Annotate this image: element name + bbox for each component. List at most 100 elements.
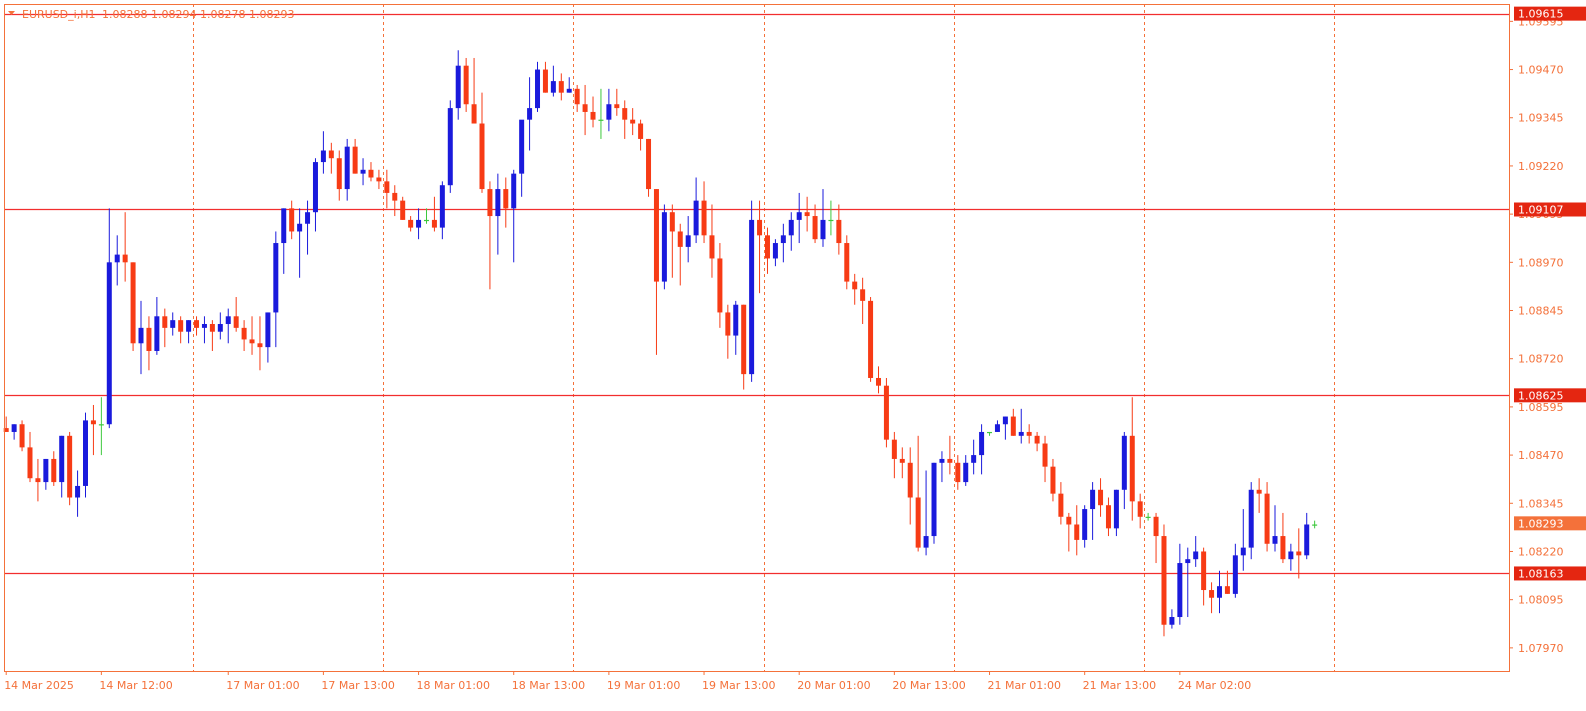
candle [1105, 497, 1111, 537]
candle [408, 216, 414, 232]
candle-body [312, 162, 318, 213]
candle [1209, 582, 1215, 614]
candle [1066, 512, 1072, 552]
candle [1296, 528, 1302, 579]
candle [11, 424, 17, 440]
candle [701, 181, 707, 244]
candle [19, 420, 25, 452]
candle [463, 57, 469, 112]
candle-body [83, 420, 88, 486]
candle [883, 377, 889, 448]
candle [717, 243, 723, 328]
candle [114, 235, 120, 286]
candle-body [423, 219, 429, 222]
candle-body [1177, 563, 1183, 618]
candle [566, 77, 572, 93]
time-axis: 14 Mar 2025 14 Mar 12:00 17 Mar 01:00 17 Ma… [4, 671, 1251, 692]
candle [780, 223, 786, 263]
price-tick-label: 1.09220 [1518, 160, 1564, 173]
candle-body [1264, 493, 1270, 544]
candle-body [820, 219, 826, 240]
candle [1082, 505, 1088, 548]
candle-body [114, 254, 120, 263]
candle-body [622, 108, 628, 120]
candle [653, 189, 659, 355]
candle [1137, 493, 1143, 529]
level-price-tag-label: 1.09107 [1518, 203, 1564, 216]
candle-body [653, 189, 659, 282]
candle [804, 196, 810, 232]
price-tick-label: 1.08970 [1518, 256, 1564, 269]
candle-body [598, 119, 604, 121]
candle-body [1169, 617, 1175, 625]
candle [1002, 416, 1008, 440]
level-price-tag-box [1514, 202, 1586, 217]
candle [876, 366, 881, 394]
candle-body [1105, 505, 1111, 529]
candle-body [217, 324, 223, 332]
price-tick-label: 1.08595 [1518, 401, 1564, 414]
candle-body [416, 219, 422, 228]
candle [1312, 520, 1318, 529]
time-tick-label: 18 Mar 01:00 [417, 679, 490, 692]
candle [725, 304, 731, 359]
candle [368, 162, 374, 182]
candle-body [701, 200, 707, 236]
candle [836, 204, 842, 255]
time-tick-label: 19 Mar 01:00 [607, 679, 680, 692]
level-price-tag-label: 1.08625 [1518, 389, 1564, 402]
candle-body [1201, 551, 1207, 591]
price-tick-label: 1.08720 [1518, 353, 1564, 366]
price-tick-label: 1.08470 [1518, 449, 1564, 462]
candle [558, 73, 564, 101]
candle-body [1010, 416, 1016, 436]
candle [630, 108, 636, 136]
candle-body [804, 212, 810, 217]
price-tick-label: 1.08220 [1518, 545, 1564, 558]
level-price-tag-box [1514, 566, 1586, 581]
candle-body [241, 327, 247, 340]
candle-body [1312, 524, 1318, 526]
candle-body [447, 108, 453, 186]
candle-body [1145, 516, 1151, 518]
candle [535, 61, 541, 112]
candle [1113, 489, 1119, 537]
candle-body [1113, 489, 1119, 529]
candle-body [431, 219, 437, 228]
candle-body [1082, 509, 1088, 540]
candle [51, 451, 57, 486]
candle-body [273, 243, 279, 313]
candle-body [90, 420, 96, 425]
candles [3, 50, 1318, 637]
time-tick-label: 14 Mar 12:00 [99, 679, 172, 692]
candle [503, 177, 509, 228]
candle-body [1121, 435, 1127, 490]
candle [669, 204, 675, 278]
candle [241, 320, 247, 351]
price-tags: 1.09615 1.09107 1.08625 1.08163 1.08293 [1514, 6, 1586, 581]
candle [772, 239, 778, 267]
candle-body [899, 458, 905, 463]
candle [891, 431, 897, 479]
candle [122, 212, 128, 282]
candle-body [130, 262, 136, 344]
candle-body [1280, 536, 1286, 560]
candle [27, 431, 33, 483]
candle-body [376, 177, 382, 182]
candle [994, 420, 1000, 432]
candle-body [1002, 416, 1008, 425]
candle [955, 455, 961, 490]
candle-body [1185, 559, 1191, 564]
candle [947, 435, 953, 475]
chevron-down-icon[interactable] [8, 11, 15, 15]
candle-body [590, 111, 596, 120]
candle [90, 404, 96, 456]
candle-body [527, 108, 533, 120]
candle-body [1098, 489, 1104, 506]
candle [392, 185, 398, 217]
candle-body [368, 169, 374, 178]
candle [828, 200, 834, 236]
